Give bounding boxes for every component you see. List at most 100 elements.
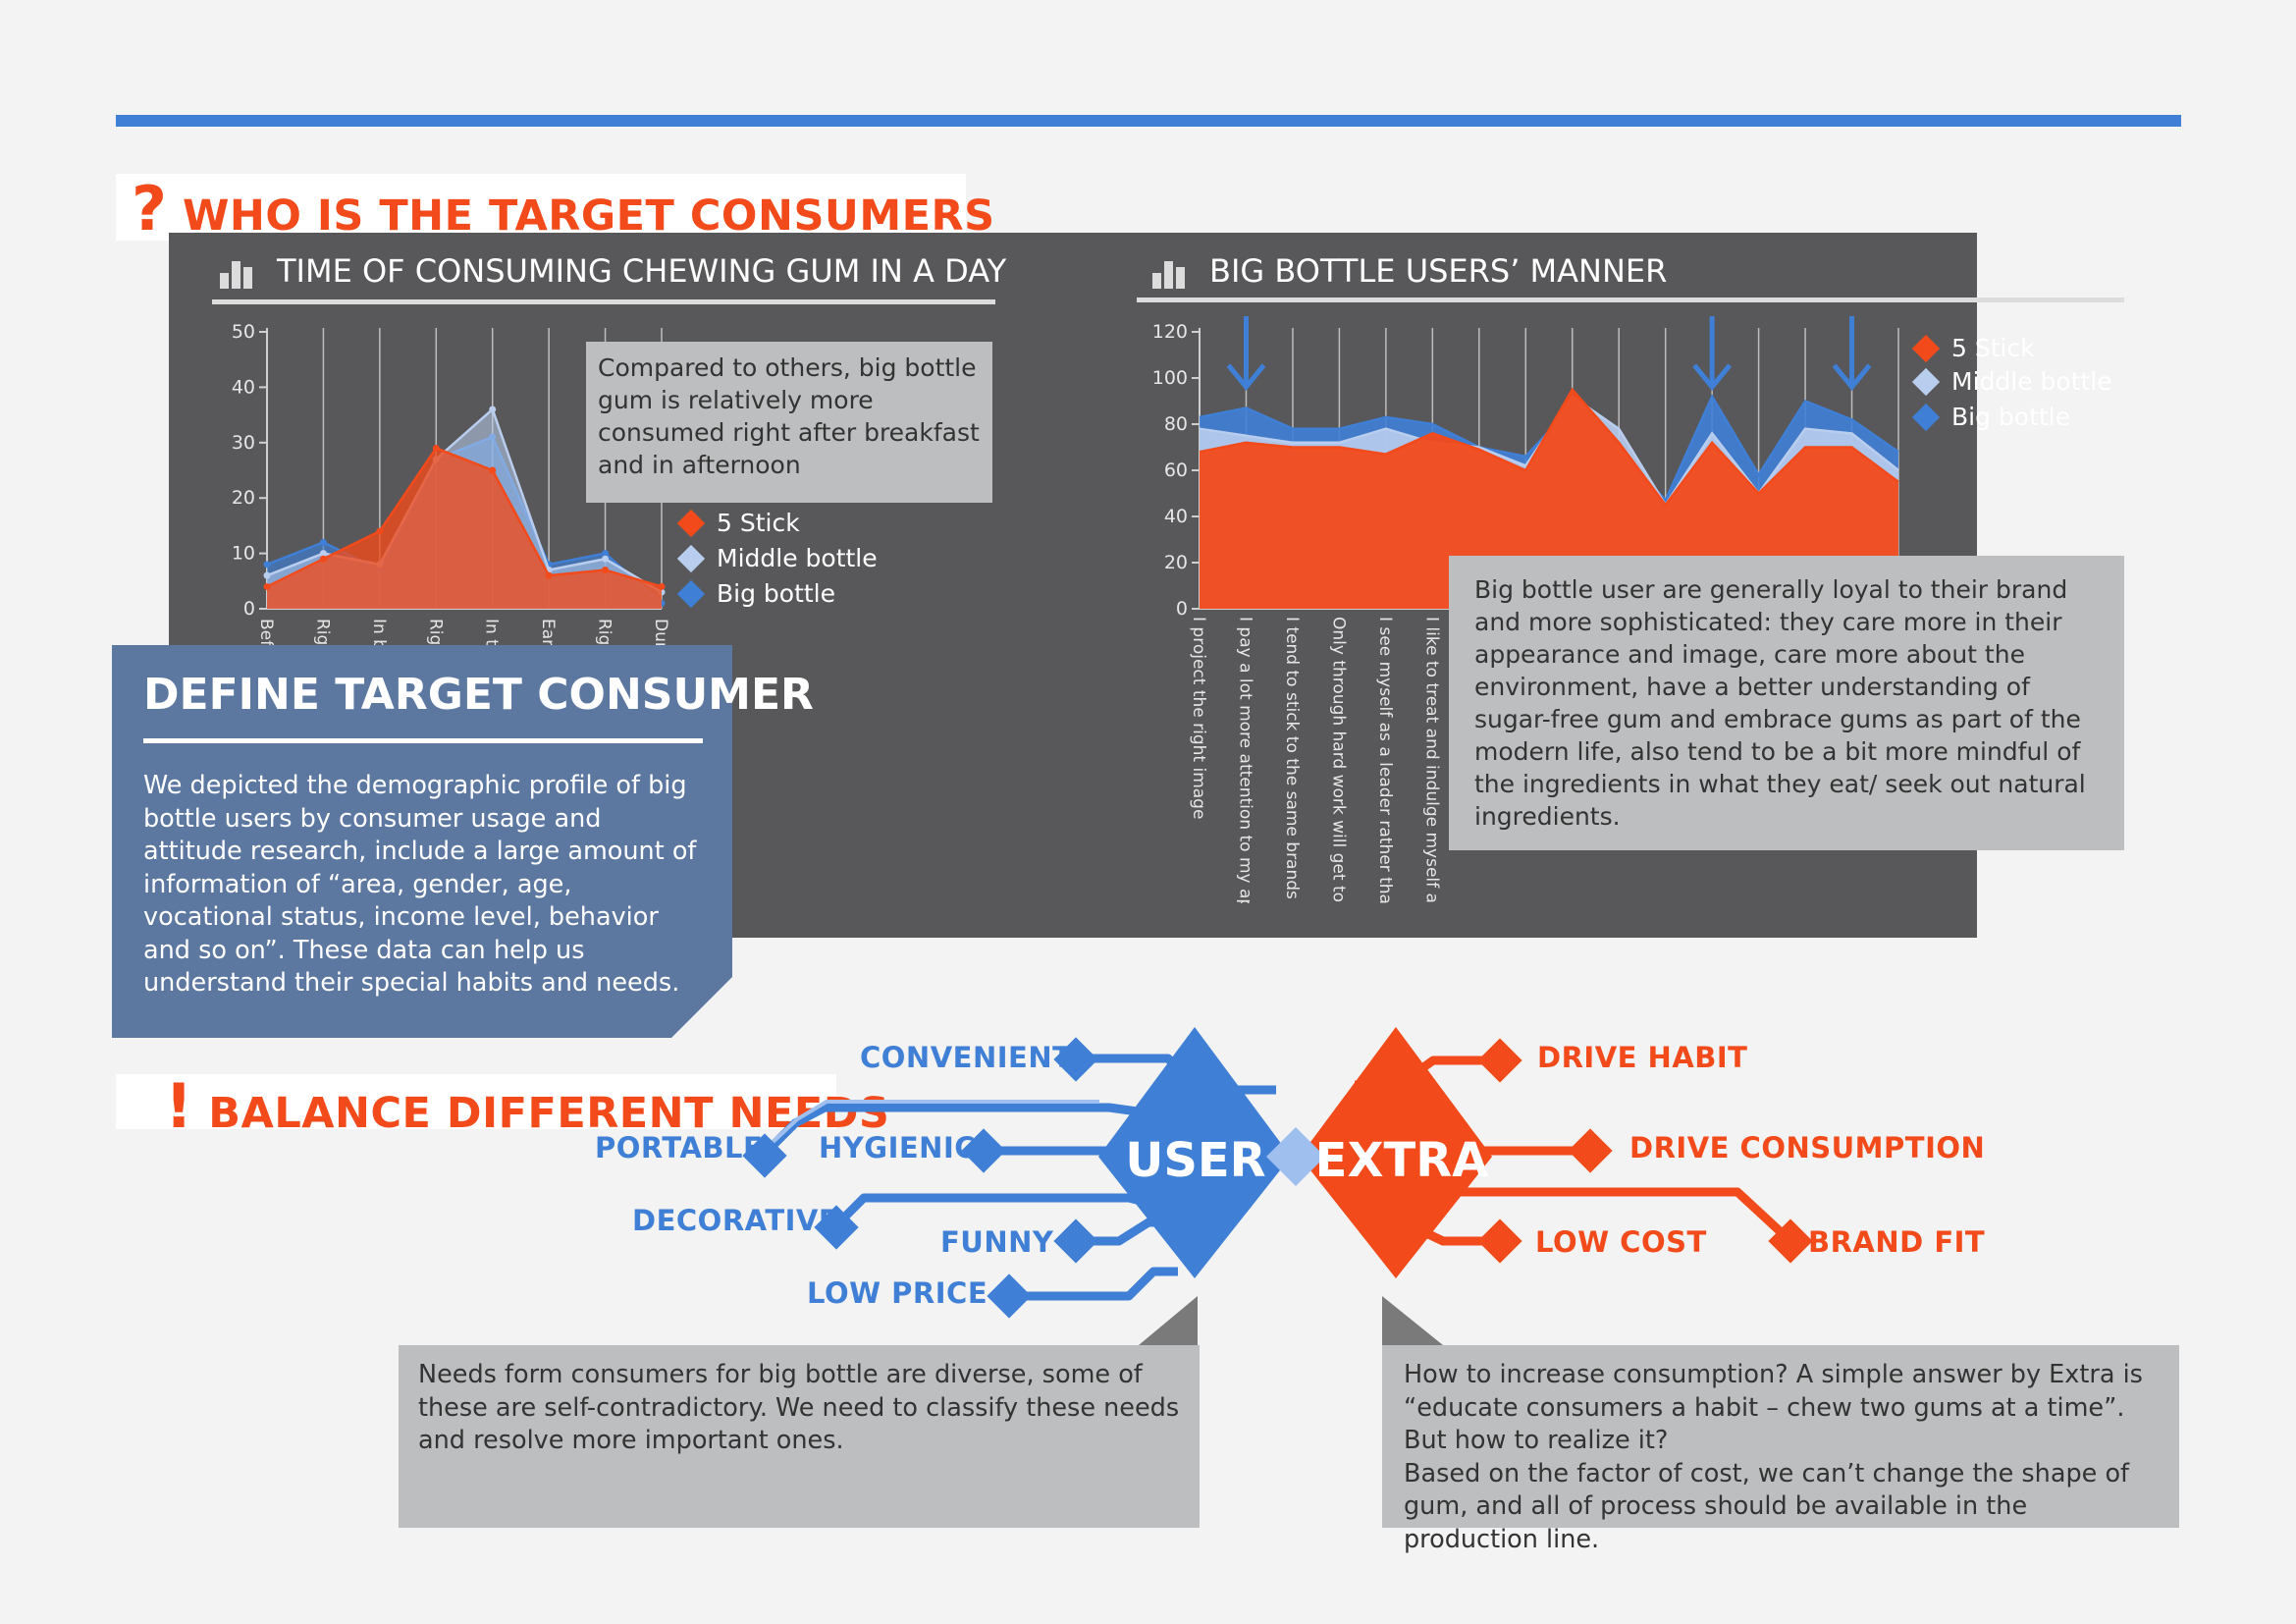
x-tick-label: I see myself as a leader rather than a f… bbox=[1375, 617, 1395, 903]
legend-label: 5 Stick bbox=[1951, 334, 2035, 362]
need-decorative: DECORATIVE bbox=[632, 1204, 839, 1237]
top-rule bbox=[116, 115, 2181, 127]
data-point bbox=[376, 527, 384, 535]
center-diamond bbox=[1266, 1127, 1325, 1186]
diamond-icon bbox=[1911, 367, 1941, 396]
y-tick-label: 0 bbox=[1176, 598, 1188, 620]
need-driveconsumption: DRIVE CONSUMPTION bbox=[1629, 1131, 1986, 1164]
y-tick-label: 10 bbox=[232, 543, 255, 565]
chart2-underline bbox=[1137, 298, 2124, 302]
x-tick-label: I tend to stick to the same brands bbox=[1282, 617, 1302, 899]
define-box-shape bbox=[112, 645, 732, 1038]
chart2-title: BIG BOTTLE USERS’ MANNER bbox=[1209, 252, 1668, 290]
bottom-right-text-2: Based on the factor of cost, we can’t ch… bbox=[1404, 1458, 2130, 1554]
x-tick-label: Rig bbox=[425, 619, 445, 645]
x-tick-label: Rig bbox=[595, 619, 614, 645]
x-tick-label: Bef bbox=[256, 619, 276, 647]
brandfit-diamond bbox=[1768, 1218, 1813, 1264]
left-pointer bbox=[1139, 1296, 1198, 1345]
chart2-plot: 0 20 40 60 80 100 120 I project the right image… bbox=[1152, 316, 1899, 903]
extra-label: EXTRA bbox=[1315, 1133, 1489, 1188]
y-tick-label: 20 bbox=[232, 487, 255, 509]
right-pointer bbox=[1382, 1296, 1443, 1345]
connector-decorative bbox=[830, 1193, 1170, 1231]
area-5-stick bbox=[1200, 389, 1898, 609]
user-label: USER bbox=[1125, 1133, 1265, 1188]
legend-label: 5 Stick bbox=[717, 509, 800, 537]
chart1-title: TIME OF CONSUMING CHEWING GUM IN A DAY bbox=[277, 252, 1007, 290]
data-point bbox=[545, 571, 553, 579]
area-5-stick bbox=[267, 448, 662, 609]
drivehabit-diamond bbox=[1477, 1038, 1522, 1083]
data-point bbox=[319, 550, 327, 558]
lowcost-diamond bbox=[1477, 1218, 1522, 1264]
bottom-right-box: How to increase consumption? A simple an… bbox=[1382, 1345, 2179, 1554]
decorative-diamond bbox=[814, 1205, 859, 1250]
x-tick-label: I like to treat and indulge myself as of… bbox=[1421, 617, 1441, 903]
define-title: DEFINE TARGET CONSUMER bbox=[143, 670, 814, 720]
chart1-legend-5stick: 5 Stick bbox=[676, 509, 800, 537]
diamond-icon bbox=[676, 544, 706, 572]
need-funny: FUNNY bbox=[940, 1225, 1054, 1259]
data-point bbox=[602, 555, 610, 563]
data-point bbox=[489, 406, 497, 413]
data-point bbox=[319, 555, 327, 563]
legend-label: Middle bottle bbox=[717, 544, 878, 572]
chart2-legend-middle: Middle bottle bbox=[1911, 367, 2112, 396]
y-tick-label: 40 bbox=[232, 376, 255, 398]
portable-diamond bbox=[742, 1133, 787, 1178]
needs-diagram: USER EXTRA bbox=[742, 1027, 1813, 1345]
line-5-stick bbox=[266, 446, 663, 588]
diamond-icon bbox=[676, 509, 706, 537]
diamond-icon bbox=[1911, 403, 1941, 431]
x-tick-label: Rig bbox=[312, 619, 332, 645]
need-convenient: CONVENIENT bbox=[860, 1041, 1073, 1074]
question-mark-icon: ? bbox=[132, 173, 168, 244]
y-tick-label: 60 bbox=[1164, 460, 1188, 481]
data-point bbox=[658, 582, 666, 590]
y-tick-label: 50 bbox=[232, 321, 255, 343]
down-arrow-head-icon bbox=[1692, 363, 1733, 391]
bottom-left-text: Needs form consumers for big bottle are … bbox=[418, 1360, 1180, 1455]
y-tick-label: 0 bbox=[243, 598, 255, 620]
connector-portable bbox=[760, 1103, 1159, 1159]
y-tick-label: 100 bbox=[1152, 367, 1188, 389]
connector-portable-light bbox=[764, 1100, 1099, 1151]
chart1-legend-middle: Middle bottle bbox=[676, 544, 878, 572]
hygienic-diamond bbox=[961, 1128, 1006, 1173]
user-diamond bbox=[1098, 1027, 1291, 1278]
y-tick-label: 40 bbox=[1164, 506, 1188, 527]
section2-heading: ! BALANCE DIFFERENT NEEDS bbox=[165, 1070, 889, 1142]
need-brandfit: BRAND FIT bbox=[1808, 1225, 1986, 1259]
section1-heading: ? WHO IS THE TARGET CONSUMERS bbox=[132, 173, 995, 244]
y-tick-label: 80 bbox=[1164, 413, 1188, 435]
driveconsumption-diamond bbox=[1568, 1128, 1613, 1173]
y-tick-label: 30 bbox=[232, 432, 255, 454]
data-point bbox=[263, 571, 271, 579]
section2-heading-band bbox=[116, 1074, 836, 1129]
data-point bbox=[319, 538, 327, 546]
extra-diamond bbox=[1300, 1027, 1492, 1278]
bar-chart-icon bbox=[1152, 261, 1185, 289]
chart1-legend-big: Big bottle bbox=[676, 579, 836, 608]
legend-label: Big bottle bbox=[717, 579, 836, 608]
y-tick-label: 20 bbox=[1164, 552, 1188, 573]
need-lowprice: LOW PRICE bbox=[807, 1276, 988, 1310]
diamond-icon bbox=[676, 579, 706, 608]
bottom-right-text-1: How to increase consumption? A simple an… bbox=[1404, 1360, 2143, 1455]
need-drivehabit: DRIVE HABIT bbox=[1537, 1041, 1748, 1074]
define-underline bbox=[143, 738, 703, 743]
connector-lowprice bbox=[1009, 1267, 1178, 1301]
data-point bbox=[602, 550, 610, 558]
data-point bbox=[489, 466, 497, 474]
down-arrow-head-icon bbox=[1226, 363, 1266, 391]
chart2-legend-5stick: 5 Stick bbox=[1911, 334, 2035, 362]
section2-title: BALANCE DIFFERENT NEEDS bbox=[208, 1089, 890, 1138]
chart1-underline bbox=[212, 299, 995, 304]
data-point bbox=[263, 561, 271, 568]
data-point bbox=[432, 444, 440, 452]
bar-chart-icon bbox=[220, 261, 252, 289]
need-portable: PORTABLE bbox=[595, 1131, 764, 1164]
y-tick-label: 120 bbox=[1152, 321, 1188, 343]
